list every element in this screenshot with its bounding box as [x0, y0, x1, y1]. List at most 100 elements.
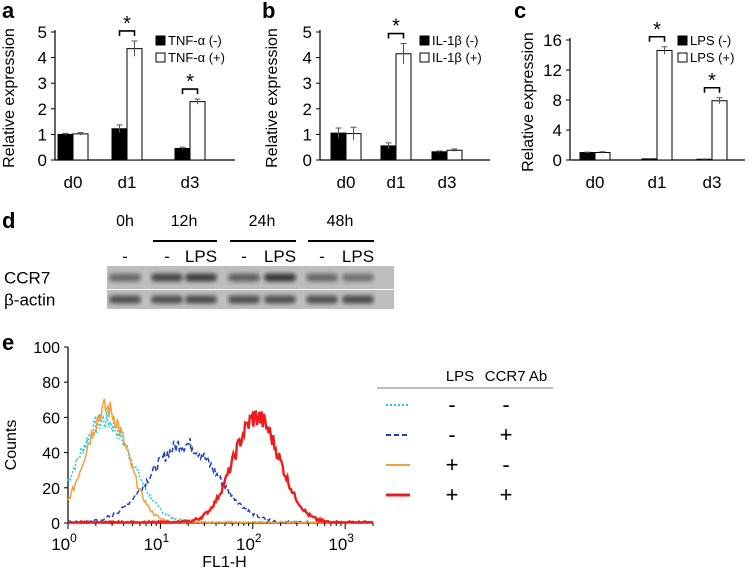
panel-label-d: d	[2, 208, 15, 233]
x-tick-label: d3	[438, 173, 457, 192]
x-tick-label: d0	[586, 173, 605, 192]
x-axis-label: FL1-H	[202, 554, 246, 571]
legend-lps-value: +	[446, 452, 459, 477]
blot-band	[306, 295, 338, 304]
legend-header-lps: LPS	[446, 368, 474, 385]
bar-chart-lps: 0 4 8 12 16 Relative expression d0 d1 d3 * * LPS (-…	[520, 19, 745, 192]
significance-star: *	[653, 19, 661, 41]
legend-label: LPS (-)	[690, 33, 731, 48]
y-axis-label: Relative expression	[264, 28, 281, 168]
timepoint-label: 24h	[249, 213, 276, 230]
y-axis-label: Counts	[3, 420, 20, 471]
significance-bracket	[648, 35, 666, 42]
lane-label: -	[122, 247, 128, 266]
x-tick-label: d1	[648, 173, 667, 192]
y-tick-label: 8	[553, 91, 562, 110]
bar-chart-il-1beta: 0 1 2 3 4 5 Relative expression d0 d1 d3 * IL-1β (-…	[264, 16, 490, 192]
significance-star: *	[392, 16, 400, 38]
legend-ab-value: +	[500, 482, 513, 507]
y-tick-label: 0	[51, 516, 60, 533]
y-tick-label: 0	[553, 151, 562, 170]
panel-label-e: e	[2, 330, 14, 355]
filled-bar	[57, 133, 74, 161]
blot-band	[185, 295, 217, 304]
y-tick-label: 40	[42, 446, 60, 463]
timepoint-label: 0h	[116, 213, 134, 230]
panel-label-b: b	[262, 0, 275, 23]
blot-band	[109, 295, 141, 304]
blot-band	[228, 273, 260, 282]
blot-band	[185, 273, 217, 282]
open-bar	[656, 50, 673, 161]
y-tick-label: 2	[303, 100, 312, 119]
significance-bracket	[118, 30, 136, 36]
legend-label: IL-1β (-)	[432, 33, 478, 48]
blot-band	[306, 273, 338, 282]
x-tick-label: d3	[703, 173, 722, 192]
x-tick-exponent: 0	[70, 531, 77, 545]
bar-chart-tnf-alpha: 0 1 2 3 4 5 Relative expression d0 d1 d3 * * TNF-α (…	[1, 13, 235, 192]
y-tick-label: 4	[303, 49, 312, 68]
histogram-series-orange	[67, 398, 374, 524]
y-tick-label: 60	[42, 410, 60, 427]
open-bar	[711, 100, 728, 161]
filled-bar	[111, 128, 128, 161]
legend-swatch	[419, 35, 430, 46]
legend-swatch	[677, 52, 688, 63]
legend-lps-value: +	[446, 482, 459, 507]
x-tick-label: 101	[144, 531, 170, 554]
legend-lps-value: -	[448, 422, 455, 447]
blot-band	[109, 273, 141, 282]
panel-label-a: a	[2, 0, 15, 23]
blot-band	[264, 295, 296, 304]
x-tick-exponent: 1	[163, 531, 170, 545]
y-tick-label: 3	[38, 74, 47, 93]
y-tick-label: 3	[303, 74, 312, 93]
y-tick-label: 5	[303, 23, 312, 42]
x-tick-base: 10	[236, 535, 255, 554]
y-tick-label: 0	[38, 151, 47, 170]
y-tick-label: 80	[42, 375, 60, 392]
histogram-series-cyan	[67, 411, 373, 524]
legend-ab-value: -	[502, 452, 509, 477]
x-tick-exponent: 2	[255, 531, 262, 545]
x-tick-label: 103	[328, 531, 354, 554]
x-tick-base: 10	[144, 535, 163, 554]
legend-swatch	[419, 52, 430, 63]
panel-label-c: c	[514, 0, 526, 23]
filled-bar	[579, 152, 596, 161]
legend-swatch	[155, 52, 166, 63]
open-bar	[395, 53, 412, 161]
y-tick-label: 20	[42, 481, 60, 498]
legend-swatch	[155, 35, 166, 46]
y-axis-label: Relative expression	[1, 28, 18, 168]
legend-ab-value: +	[500, 422, 513, 447]
open-bar	[594, 152, 611, 161]
legend-ab-value: -	[502, 392, 509, 417]
legend-swatch	[677, 35, 688, 46]
y-tick-label: 0	[303, 151, 312, 170]
open-bar	[126, 48, 143, 161]
filled-bar	[431, 151, 448, 161]
timepoint-label: 48h	[327, 213, 354, 230]
y-tick-label: 4	[38, 49, 47, 68]
x-tick-exponent: 3	[347, 531, 354, 545]
lane-label: -	[241, 247, 247, 266]
y-tick-label: 4	[553, 121, 562, 140]
x-tick-label: 100	[51, 531, 77, 554]
blot-band	[151, 295, 183, 304]
blot-row-label: CCR7	[4, 269, 50, 288]
filled-bar	[174, 147, 191, 161]
y-tick-label: 1	[303, 125, 312, 144]
y-tick-label: 1	[38, 125, 47, 144]
blot-band	[342, 295, 374, 304]
significance-bracket	[181, 88, 199, 95]
open-bar	[189, 101, 206, 161]
lane-label: LPS	[264, 247, 296, 266]
significance-star: *	[186, 71, 194, 93]
lane-label: -	[164, 247, 170, 266]
x-tick-base: 10	[328, 535, 347, 554]
significance-star: *	[123, 13, 131, 35]
